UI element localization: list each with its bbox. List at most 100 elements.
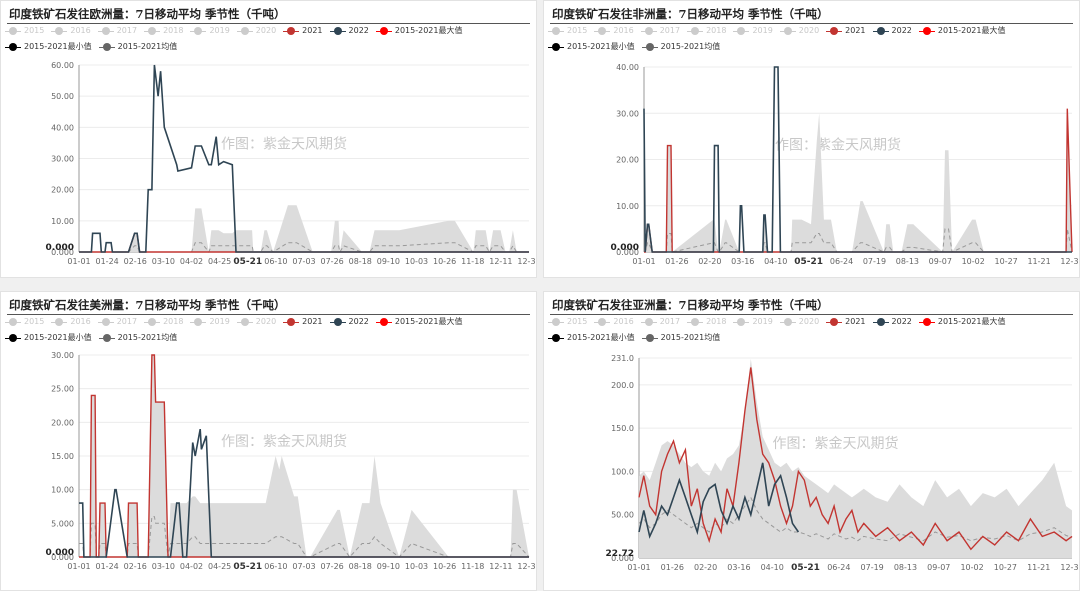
- legend-item-2019[interactable]: 2019: [190, 24, 230, 38]
- y-tick-label: 100.0: [611, 467, 634, 476]
- legend-swatch: [97, 318, 114, 326]
- x-tick-label: 05-21: [794, 257, 823, 267]
- legend-item-2021[interactable]: 2021: [283, 24, 323, 38]
- legend-label: 2015-2021最小值: [567, 42, 635, 51]
- legend-item-2018[interactable]: 2018: [144, 24, 183, 38]
- legend-swatch: [97, 27, 114, 35]
- legend-swatch: [548, 318, 564, 326]
- x-tick-label: 09-07: [929, 257, 952, 266]
- legend-item-2021[interactable]: 2021: [826, 24, 866, 38]
- legend-item-2019[interactable]: 2019: [190, 315, 230, 329]
- legend-label: 2015: [24, 317, 45, 326]
- x-tick-label: 08-18: [349, 257, 372, 266]
- x-tick-label: 10-02: [962, 257, 985, 266]
- legend-item-2018[interactable]: 2018: [687, 24, 726, 38]
- legend-swatch: [98, 334, 115, 342]
- legend-item-2017[interactable]: 2017: [97, 315, 137, 329]
- legend-item-2015[interactable]: 2015: [5, 315, 44, 329]
- y-tick-label: 30.00: [51, 351, 74, 360]
- legend-item-2019[interactable]: 2019: [733, 24, 773, 38]
- legend-item-2018[interactable]: 2018: [687, 315, 726, 329]
- legend-item-2017[interactable]: 2017: [97, 24, 137, 38]
- legend-swatch: [733, 318, 750, 326]
- legend-item-2015[interactable]: 2015: [5, 24, 44, 38]
- x-tick-label: 11-18: [461, 257, 484, 266]
- x-tick-label: 10-26: [433, 562, 456, 571]
- y-tick-label: 0.000: [616, 248, 639, 257]
- legend-item-2015-2021最小值[interactable]: 2015-2021最小值: [548, 331, 635, 345]
- y-tick-label: 0.000: [611, 554, 634, 563]
- title-divider: [550, 23, 1073, 24]
- legend-swatch: [98, 43, 115, 51]
- x-tick-label: 06-24: [827, 563, 850, 572]
- y-tick-label: 10.00: [51, 217, 74, 226]
- x-tick-label: 02-16: [124, 257, 147, 266]
- legend-item-2015-2021最大值[interactable]: 2015-2021最大值: [375, 315, 463, 329]
- legend-swatch: [640, 27, 657, 35]
- x-tick-label: 12-31: [1060, 257, 1080, 266]
- legend-swatch: [640, 318, 657, 326]
- x-tick-label: 06-10: [264, 562, 287, 571]
- x-tick-label: 10-27: [995, 257, 1018, 266]
- x-tick-label: 12-11: [489, 257, 512, 266]
- legend-item-2020[interactable]: 2020: [236, 24, 276, 38]
- legend-item-2015-2021均值[interactable]: 2015-2021均值: [98, 331, 178, 345]
- legend-item-2021[interactable]: 2021: [283, 315, 323, 329]
- legend-item-2022[interactable]: 2022: [872, 24, 912, 38]
- legend-item-2016[interactable]: 2016: [594, 315, 634, 329]
- x-tick-label: 07-19: [861, 563, 884, 572]
- legend-label: 2020: [798, 26, 820, 35]
- legend-item-2015-2021均值[interactable]: 2015-2021均值: [98, 40, 177, 54]
- legend-label: 2017: [659, 26, 681, 35]
- legend-item-2016[interactable]: 2016: [51, 315, 91, 329]
- legend-item-2022[interactable]: 2022: [329, 315, 369, 329]
- legend-item-2015-2021最大值[interactable]: 2015-2021最大值: [918, 24, 1005, 38]
- legend-item-2016[interactable]: 2016: [51, 24, 91, 38]
- legend-item-2015-2021最小值[interactable]: 2015-2021最小值: [548, 40, 635, 54]
- legend-item-2015-2021最大值[interactable]: 2015-2021最大值: [375, 24, 463, 38]
- x-tick-label: 11-21: [1027, 257, 1050, 266]
- legend-item-2015-2021最小值[interactable]: 2015-2021最小值: [5, 40, 92, 54]
- legend-item-2019[interactable]: 2019: [733, 315, 773, 329]
- x-tick-label: 09-10: [377, 257, 400, 266]
- y-tick-label: 30.00: [51, 155, 74, 164]
- x-tick-label: 03-10: [152, 562, 175, 571]
- legend-item-2015[interactable]: 2015: [548, 315, 587, 329]
- x-tick-label: 10-03: [405, 257, 428, 266]
- legend-item-2018[interactable]: 2018: [144, 315, 183, 329]
- legend-label: 2018: [163, 26, 184, 35]
- legend-item-2016[interactable]: 2016: [594, 24, 634, 38]
- legend-swatch: [594, 318, 611, 326]
- title-divider: [550, 314, 1073, 315]
- legend-item-2017[interactable]: 2017: [640, 24, 681, 38]
- legend-label: 2018: [706, 317, 727, 326]
- x-tick-label: 04-10: [764, 257, 787, 266]
- legend-label: 2016: [70, 26, 91, 35]
- legend-item-2015[interactable]: 2015: [548, 24, 587, 38]
- x-tick-label: 12-11: [489, 562, 512, 571]
- legend-item-2017[interactable]: 2017: [640, 315, 680, 329]
- legend-item-2015-2021最小值[interactable]: 2015-2021最小值: [5, 331, 92, 345]
- legend-label: 2016: [70, 317, 91, 326]
- legend-label: 2020: [798, 317, 820, 326]
- legend-item-2020[interactable]: 2020: [779, 315, 820, 329]
- x-tick-label: 06-24: [830, 257, 853, 266]
- legend-item-2022[interactable]: 2022: [872, 315, 912, 329]
- legend-item-2015-2021最大值[interactable]: 2015-2021最大值: [918, 315, 1005, 329]
- legend-item-2015-2021均值[interactable]: 2015-2021均值: [641, 331, 720, 345]
- chart-title: 印度铁矿石发往非洲量：7日移动平均 季节性（千吨）: [552, 7, 829, 21]
- legend-item-2021[interactable]: 2021: [826, 315, 866, 329]
- legend-item-2022[interactable]: 2022: [329, 24, 369, 38]
- legend-label: 2015-2021最大值: [394, 26, 463, 35]
- legend-label: 2015-2021均值: [117, 333, 178, 342]
- x-tick-label: 09-07: [927, 563, 950, 572]
- y-tick-label: 10.00: [616, 202, 639, 211]
- legend-label: 2015-2021最大值: [394, 317, 463, 326]
- legend-swatch: [548, 334, 564, 342]
- legend-item-2020[interactable]: 2020: [236, 315, 276, 329]
- x-tick-label: 01-01: [627, 563, 650, 572]
- x-tick-label: 01-24: [96, 257, 119, 266]
- legend-item-2020[interactable]: 2020: [779, 24, 820, 38]
- legend-item-2015-2021均值[interactable]: 2015-2021均值: [641, 40, 720, 54]
